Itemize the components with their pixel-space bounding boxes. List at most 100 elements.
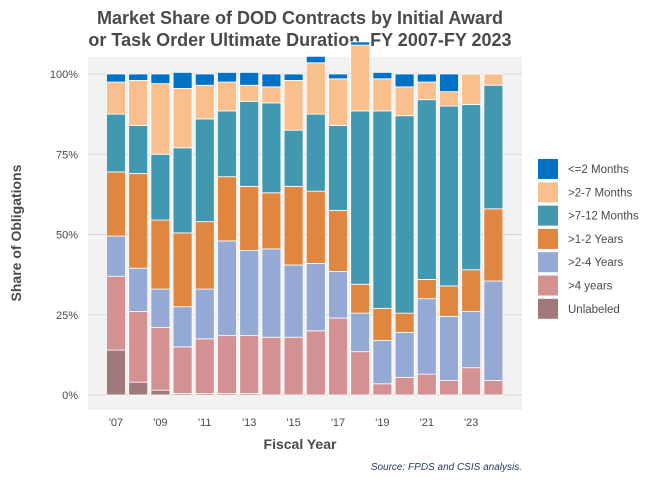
bar-segment bbox=[372, 110, 393, 309]
bar-segment bbox=[239, 100, 260, 187]
bar-segment bbox=[128, 381, 149, 396]
bar-segment bbox=[150, 153, 171, 221]
bar-segment bbox=[150, 219, 171, 290]
x-tick-label: '07 bbox=[109, 417, 123, 429]
bar-segment bbox=[416, 73, 437, 83]
bar-segment bbox=[394, 312, 415, 333]
bar-segment bbox=[150, 288, 171, 328]
bar-segment bbox=[394, 376, 415, 396]
bar-segment bbox=[172, 71, 193, 89]
y-tick-label: 100% bbox=[50, 69, 78, 81]
bar-segment bbox=[239, 71, 260, 86]
bar-segment bbox=[416, 81, 437, 101]
legend-swatch bbox=[538, 205, 558, 226]
bar-segment bbox=[217, 335, 237, 394]
bar-segment bbox=[328, 73, 348, 80]
bar-segment bbox=[416, 373, 437, 396]
bar-segment bbox=[283, 336, 304, 396]
bar-segment bbox=[172, 306, 193, 348]
bar-segment bbox=[350, 44, 371, 112]
bar-segment bbox=[239, 84, 260, 102]
bar-segment bbox=[106, 275, 126, 351]
bar-segment bbox=[217, 176, 237, 242]
legend-label: <=2 Months bbox=[568, 164, 629, 176]
bar-segment bbox=[172, 346, 193, 394]
y-tick-label: 75% bbox=[56, 149, 78, 161]
bar-segment bbox=[461, 104, 482, 271]
bar-segment bbox=[483, 380, 504, 396]
bar-segment bbox=[394, 86, 415, 117]
bar-segment bbox=[172, 88, 193, 149]
bar-segment bbox=[439, 315, 459, 381]
bar-segment bbox=[172, 147, 193, 234]
bar-segment bbox=[350, 110, 371, 285]
bar-segment bbox=[283, 129, 304, 187]
bar-segment bbox=[372, 71, 393, 80]
bar-segment bbox=[394, 332, 415, 378]
bar-segment bbox=[128, 80, 149, 126]
bar-segment bbox=[416, 99, 437, 280]
bar-segment bbox=[350, 283, 371, 314]
bar-segment bbox=[150, 327, 171, 391]
x-tick-label: '15 bbox=[286, 417, 300, 429]
y-tick-label: 25% bbox=[56, 310, 78, 322]
legend-swatch bbox=[538, 252, 558, 273]
bar-segment bbox=[350, 41, 371, 46]
bar-segment bbox=[217, 110, 237, 178]
bar-segment bbox=[128, 267, 149, 312]
bar-segment bbox=[106, 171, 126, 237]
bar-segment bbox=[394, 115, 415, 314]
x-tick-label: '19 bbox=[375, 417, 389, 429]
legend-swatch bbox=[538, 228, 558, 249]
legend-swatch bbox=[538, 298, 558, 319]
bar-segment bbox=[194, 73, 215, 86]
bar-segment bbox=[239, 335, 260, 394]
bars-group bbox=[106, 41, 504, 396]
bar-segment bbox=[416, 279, 437, 300]
bar-segment bbox=[261, 248, 282, 338]
bar-segment bbox=[239, 250, 260, 337]
bar-segment bbox=[106, 235, 126, 277]
chart-title-line-2: or Task Order Ultimate Duration, FY 2007… bbox=[88, 30, 511, 50]
y-axis-title: Share of Obligations bbox=[8, 164, 24, 301]
bar-segment bbox=[305, 330, 326, 396]
chart-title-line-1: Market Share of DOD Contracts by Initial… bbox=[97, 8, 503, 28]
bar-segment bbox=[372, 78, 393, 112]
y-tick-label: 0% bbox=[62, 390, 78, 402]
bar-segment bbox=[128, 311, 149, 383]
bar-segment bbox=[283, 80, 304, 131]
bar-segment bbox=[150, 389, 171, 396]
bar-segment bbox=[128, 73, 149, 81]
legend-swatch bbox=[538, 275, 558, 296]
legend-swatch bbox=[538, 182, 558, 203]
bar-segment bbox=[217, 240, 237, 337]
bar-segment bbox=[328, 271, 348, 319]
bar-segment bbox=[261, 192, 282, 250]
y-axis-ticks: 0% 25% 50% 75% 100% bbox=[50, 69, 78, 402]
bar-segment bbox=[328, 210, 348, 272]
bar-segment bbox=[439, 285, 459, 317]
x-tick-label: '21 bbox=[420, 417, 434, 429]
bar-segment bbox=[483, 208, 504, 282]
bar-segment bbox=[328, 78, 348, 126]
y-tick-label: 50% bbox=[56, 230, 78, 242]
bar-segment bbox=[439, 91, 459, 107]
bar-segment bbox=[106, 73, 126, 83]
bar-segment bbox=[461, 367, 482, 396]
bar-segment bbox=[261, 86, 282, 104]
bar-segment bbox=[194, 221, 215, 290]
bar-segment bbox=[372, 307, 393, 341]
bar-segment bbox=[350, 351, 371, 396]
bar-segment bbox=[483, 84, 504, 210]
bar-segment bbox=[106, 81, 126, 115]
bar-segment bbox=[150, 73, 171, 85]
bar-segment bbox=[350, 312, 371, 353]
legend-label: >2-7 Months bbox=[568, 187, 632, 199]
bar-segment bbox=[461, 311, 482, 369]
x-axis-title: Fiscal Year bbox=[264, 436, 337, 452]
bar-segment bbox=[328, 317, 348, 396]
bar-segment bbox=[372, 383, 393, 396]
legend: <=2 Months >2-7 Months >7-12 Months >1-2 Ye… bbox=[538, 159, 639, 319]
bar-segment bbox=[261, 336, 282, 396]
